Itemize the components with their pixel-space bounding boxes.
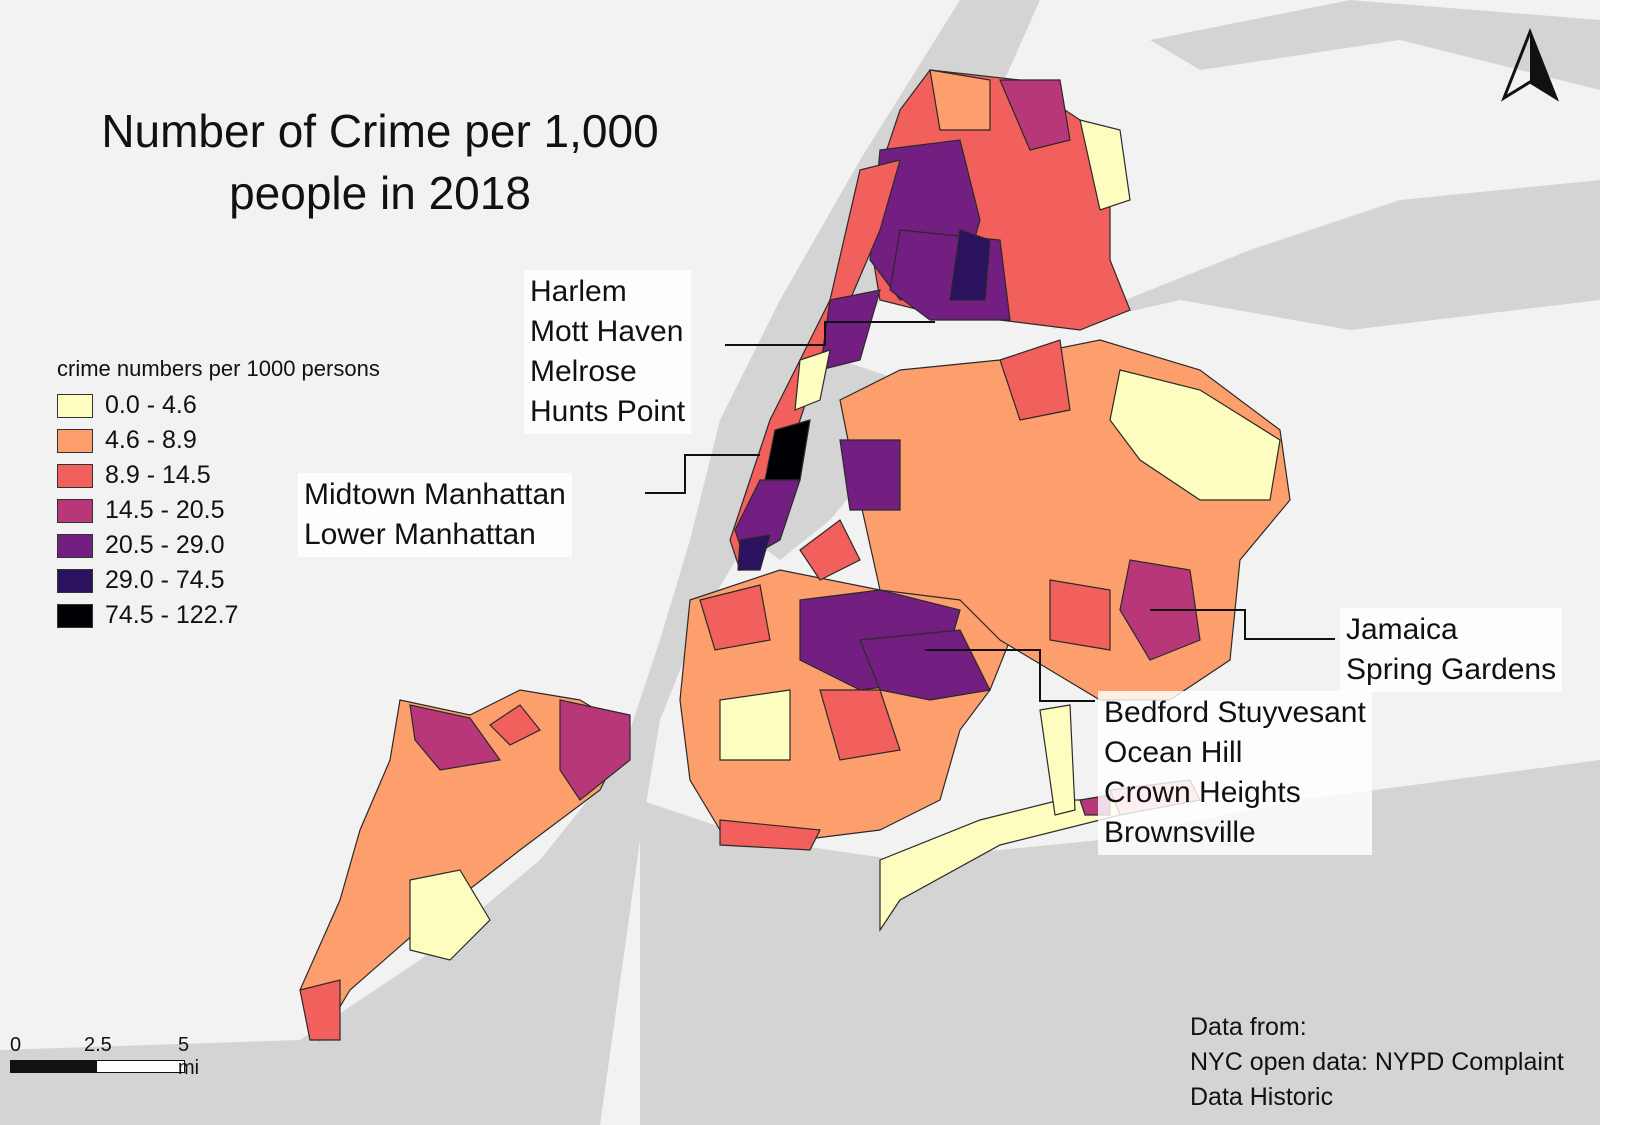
- legend-item: 8.9 - 14.5: [57, 458, 380, 493]
- callout-label: Melrose: [530, 355, 637, 388]
- callout-label: Hunts Point: [530, 395, 686, 428]
- manhattan: [729, 159, 901, 572]
- callout-label: Bedford Stuyvesant: [1104, 696, 1366, 729]
- legend: crime numbers per 1000 persons 0.0 - 4.6…: [57, 356, 380, 633]
- legend-item: 74.5 - 122.7: [57, 598, 380, 633]
- scale-label-0: 0: [10, 1034, 22, 1056]
- legend-label: 14.5 - 20.5: [105, 496, 225, 524]
- legend-item: 29.0 - 74.5: [57, 563, 380, 598]
- callout-queens: Jamaica Spring Gardens: [1340, 608, 1563, 692]
- legend-label: 29.0 - 74.5: [105, 566, 225, 594]
- source-line: Data from:: [1190, 1013, 1307, 1041]
- title-line-1: Number of Crime per 1,000: [101, 105, 659, 157]
- callout-label: Crown Heights: [1104, 776, 1301, 809]
- data-source: Data from: NYC open data: NYPD Complaint…: [1190, 1010, 1564, 1115]
- title-line-2: people in 2018: [229, 167, 531, 219]
- legend-items: 0.0 - 4.6 4.6 - 8.9 8.9 - 14.5 14.5 - 20.5 2…: [57, 388, 380, 633]
- legend-item: 14.5 - 20.5: [57, 493, 380, 528]
- north-arrow-icon: [1500, 27, 1560, 108]
- legend-title: crime numbers per 1000 persons: [57, 356, 380, 381]
- scale-labels: 0 2.5 5 mi: [10, 1034, 199, 1079]
- legend-swatch: [57, 393, 93, 418]
- callout-label: Brownsville: [1104, 816, 1256, 849]
- source-line: NYC open data: NYPD Complaint: [1190, 1048, 1564, 1076]
- scale-segment-dark: [11, 1061, 97, 1072]
- source-line: Data Historic: [1190, 1083, 1334, 1111]
- legend-item: 4.6 - 8.9: [57, 423, 380, 458]
- scale-bar-graphic: [10, 1060, 185, 1073]
- bronx: [869, 69, 1131, 331]
- scale-bar: 0 2.5 5 mi: [10, 1034, 199, 1079]
- legend-label: 20.5 - 29.0: [105, 531, 225, 559]
- callout-label: Midtown Manhattan: [304, 478, 566, 511]
- scale-label-1: 2.5: [84, 1034, 112, 1056]
- leader-lines: [645, 321, 1335, 702]
- page-margin: [1600, 0, 1645, 1125]
- legend-swatch: [57, 603, 93, 628]
- staten-island: [299, 689, 631, 1042]
- callout-manhattan: Midtown Manhattan Lower Manhattan: [298, 473, 572, 557]
- legend-label: 8.9 - 14.5: [105, 461, 211, 489]
- callout-label: Jamaica: [1346, 613, 1458, 646]
- legend-swatch: [57, 463, 93, 488]
- callout-label: Harlem: [530, 275, 627, 308]
- scale-label-2: 5 mi: [178, 1034, 200, 1079]
- callout-bronx: Harlem Mott Haven Melrose Hunts Point: [524, 270, 692, 434]
- callout-label: Spring Gardens: [1346, 653, 1557, 686]
- legend-swatch: [57, 533, 93, 558]
- legend-swatch: [57, 568, 93, 593]
- brooklyn: [679, 519, 1011, 851]
- legend-item: 20.5 - 29.0: [57, 528, 380, 563]
- scale-segment-light: [97, 1061, 184, 1072]
- legend-label: 0.0 - 4.6: [105, 391, 197, 419]
- legend-swatch: [57, 498, 93, 523]
- legend-label: 74.5 - 122.7: [105, 601, 239, 629]
- legend-swatch: [57, 428, 93, 453]
- map-title: Number of Crime per 1,000 people in 2018: [40, 100, 720, 224]
- callout-label: Ocean Hill: [1104, 736, 1243, 769]
- callout-brooklyn: Bedford Stuyvesant Ocean Hill Crown Heig…: [1098, 691, 1372, 855]
- legend-item: 0.0 - 4.6: [57, 388, 380, 423]
- legend-label: 4.6 - 8.9: [105, 426, 197, 454]
- callout-label: Lower Manhattan: [304, 518, 536, 551]
- callout-label: Mott Haven: [530, 315, 684, 348]
